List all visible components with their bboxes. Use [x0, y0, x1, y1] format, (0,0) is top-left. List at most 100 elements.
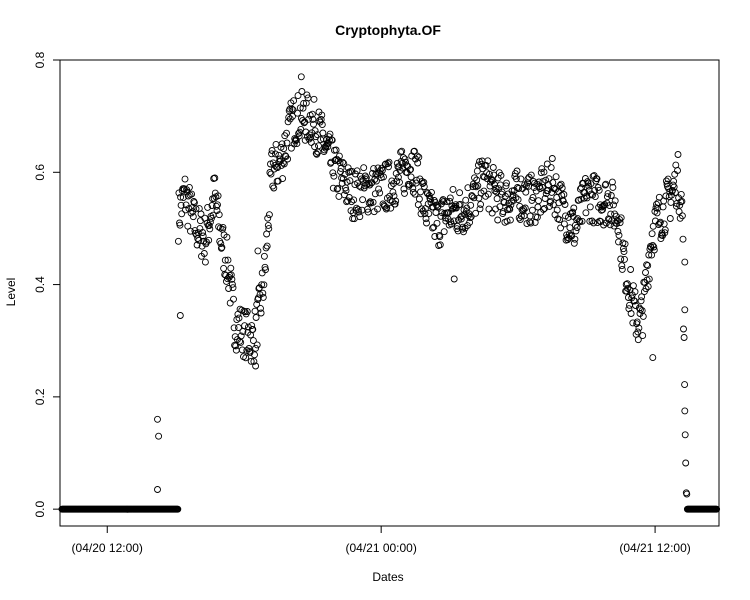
data-point — [679, 235, 687, 243]
data-point — [262, 244, 270, 252]
data-point — [620, 248, 628, 256]
data-point — [467, 201, 475, 209]
data-point — [645, 275, 653, 283]
y-tick-label: 0.4 — [33, 276, 47, 293]
data-point — [666, 215, 674, 222]
data-point — [360, 164, 368, 172]
data-point — [340, 160, 348, 168]
data-point — [639, 312, 647, 320]
data-point — [226, 299, 234, 307]
data-point — [389, 188, 397, 196]
data-point — [397, 148, 405, 156]
data-point — [618, 265, 626, 273]
data-point — [601, 181, 609, 189]
data-point — [193, 241, 201, 249]
data-point — [318, 111, 326, 119]
data-point — [334, 157, 342, 165]
data-point — [356, 213, 364, 221]
data-point — [194, 229, 202, 237]
x-tick-label: (04/21 00:00) — [345, 541, 416, 555]
data-point — [176, 312, 184, 319]
data-point — [417, 188, 424, 196]
data-point — [585, 186, 593, 194]
data-point — [621, 255, 628, 263]
data-point — [521, 204, 529, 212]
data-point — [489, 164, 497, 171]
data-point — [533, 213, 541, 221]
data-point — [279, 175, 287, 183]
data-point — [485, 205, 493, 213]
data-point — [548, 155, 556, 162]
data-point — [228, 280, 236, 288]
data-point — [616, 219, 624, 227]
y-tick-label: 0.8 — [33, 51, 47, 68]
data-point — [429, 224, 437, 232]
data-point — [485, 170, 493, 178]
data-point — [330, 172, 338, 180]
data-point — [184, 192, 192, 200]
data-point — [271, 150, 279, 158]
data-point — [672, 202, 680, 210]
data-point — [428, 188, 435, 196]
data-point — [335, 152, 343, 160]
data-point — [254, 294, 262, 302]
data-point — [535, 178, 543, 186]
data-point — [247, 357, 255, 365]
data-point — [371, 176, 379, 183]
data-point — [681, 431, 689, 439]
data-point — [681, 381, 689, 389]
data-point — [189, 213, 197, 221]
data-point — [627, 310, 635, 317]
y-tick-label: 0.6 — [33, 164, 47, 181]
data-point — [682, 459, 690, 467]
data-point — [235, 324, 242, 332]
data-point — [280, 145, 288, 153]
data-point — [506, 216, 514, 224]
data-point — [644, 283, 652, 291]
data-point — [219, 223, 227, 231]
data-point — [520, 205, 528, 213]
data-point — [517, 175, 525, 183]
data-point — [233, 316, 241, 324]
data-point — [195, 236, 203, 244]
data-point — [614, 227, 622, 235]
data-point — [328, 136, 336, 144]
data-point — [242, 354, 250, 362]
data-point — [611, 197, 619, 205]
data-point — [420, 178, 428, 186]
data-point — [456, 189, 464, 197]
data-point — [346, 177, 354, 185]
data-point — [669, 181, 677, 189]
data-point — [365, 179, 373, 187]
data-point — [212, 202, 220, 210]
x-tick-label: (04/20 12:00) — [72, 541, 143, 555]
data-point — [211, 174, 219, 182]
y-axis: 0.0 0.2 0.4 0.6 0.8 — [33, 51, 61, 518]
data-point — [545, 175, 553, 183]
data-point — [420, 183, 428, 191]
data-point — [332, 146, 340, 154]
data-point — [649, 241, 657, 249]
data-point — [264, 221, 272, 229]
data-point — [566, 224, 574, 232]
data-point — [350, 196, 358, 204]
data-point — [327, 158, 335, 166]
data-point — [643, 261, 651, 269]
data-point — [301, 136, 309, 144]
data-point — [237, 338, 245, 346]
data-point — [440, 228, 448, 236]
data-point — [644, 262, 652, 270]
data-point — [257, 304, 264, 312]
data-point — [560, 220, 568, 228]
data-point — [300, 119, 308, 127]
data-point — [464, 184, 472, 192]
data-point — [678, 212, 686, 220]
data-point — [442, 217, 450, 225]
data-point — [357, 183, 365, 191]
data-point — [431, 233, 439, 240]
data-point — [398, 147, 406, 155]
data-point — [344, 164, 352, 172]
data-point — [294, 109, 301, 117]
data-point — [575, 217, 583, 225]
